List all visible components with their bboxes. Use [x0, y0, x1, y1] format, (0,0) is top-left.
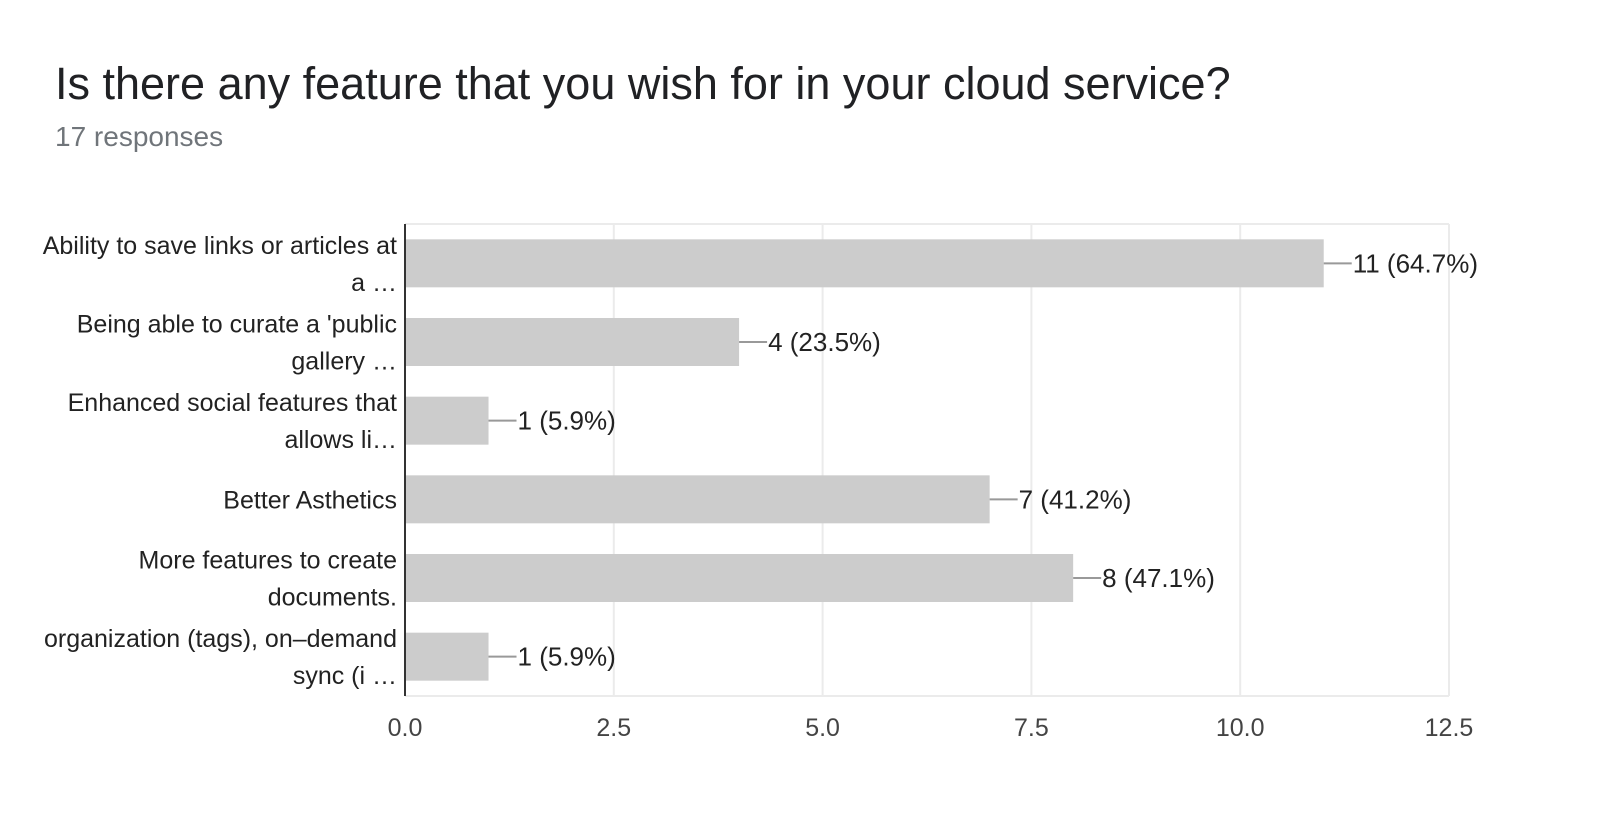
- category-label: gallery …: [291, 348, 397, 376]
- category-label: Being able to curate a 'public: [77, 311, 397, 339]
- x-tick-label: 7.5: [1014, 714, 1049, 742]
- data-label: 11 (64.7%): [1353, 248, 1478, 278]
- bar: [405, 239, 1324, 288]
- response-count: 17 responses: [55, 121, 224, 152]
- category-label: sync (i …: [293, 662, 397, 690]
- category-label: Better Asthetics: [223, 486, 397, 514]
- category-label: More features to create: [139, 547, 397, 575]
- x-tick-label: 10.0: [1216, 714, 1265, 742]
- data-label: 1 (5.9%): [518, 406, 616, 436]
- bar: [405, 396, 489, 445]
- x-tick-label: 12.5: [1425, 714, 1474, 742]
- category-label: Enhanced social features that: [68, 389, 397, 417]
- category-label: organization (tags), on–demand: [44, 625, 397, 653]
- x-tick-label: 0.0: [388, 714, 423, 742]
- data-label: 7 (41.2%): [1019, 484, 1132, 514]
- category-label: allows li…: [284, 426, 397, 454]
- bar: [405, 632, 489, 681]
- data-label: 4 (23.5%): [768, 327, 881, 357]
- category-label: a …: [351, 269, 397, 297]
- bar: [405, 475, 990, 524]
- chart-title: Is there any feature that you wish for i…: [55, 58, 1231, 109]
- category-label: documents.: [268, 584, 397, 612]
- data-label: 1 (5.9%): [518, 642, 616, 672]
- data-label: 8 (47.1%): [1102, 563, 1215, 593]
- x-tick-label: 2.5: [596, 714, 631, 742]
- bar: [405, 554, 1074, 602]
- category-label: Ability to save links or articles at: [43, 232, 397, 260]
- bar: [405, 318, 740, 366]
- x-tick-label: 5.0: [805, 714, 840, 742]
